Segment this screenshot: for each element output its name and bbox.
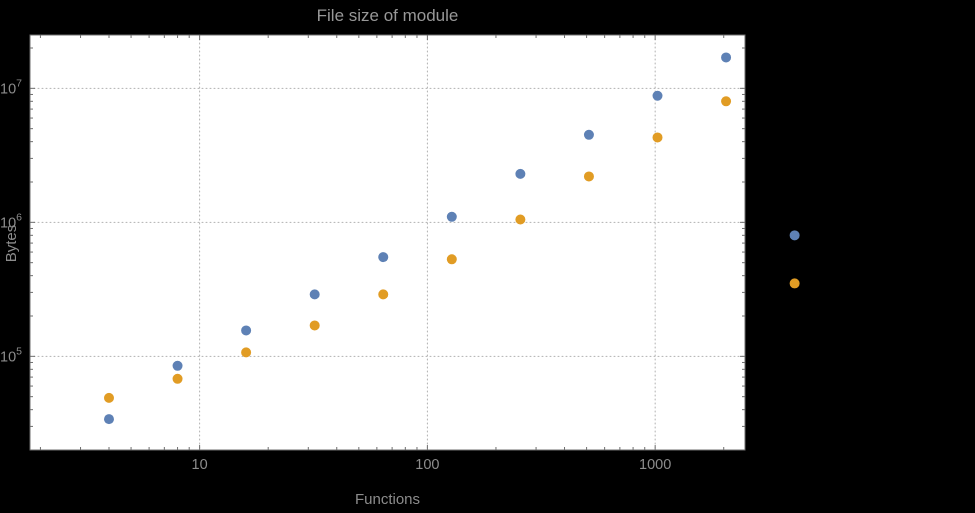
data-point-series-blue [241, 325, 252, 336]
data-point-series-blue [652, 90, 663, 101]
data-point-series-blue [515, 168, 526, 179]
data-point-series-blue [721, 52, 732, 63]
chart-title: File size of module [316, 6, 459, 25]
data-point-series-blue [789, 230, 800, 241]
x-tick-label: 1000 [639, 457, 671, 473]
plot-area [30, 35, 745, 450]
data-point-series-orange [721, 96, 732, 107]
data-point-series-blue [103, 414, 114, 425]
data-point-series-orange [583, 171, 594, 182]
data-point-series-blue [172, 360, 183, 371]
y-tick-label: 105 [0, 345, 22, 365]
data-point-series-orange [241, 347, 252, 358]
data-point-series-orange [172, 373, 183, 384]
data-point-series-orange [309, 320, 320, 331]
x-tick-label: 10 [192, 457, 208, 473]
y-tick-label: 107 [0, 77, 22, 97]
data-point-series-blue [309, 289, 320, 300]
plot-frame [29, 34, 746, 451]
data-point-series-orange [515, 214, 526, 225]
data-point-series-blue [583, 129, 594, 140]
data-point-series-orange [789, 278, 800, 289]
data-point-series-orange [652, 132, 663, 143]
x-tick-label: 100 [415, 457, 439, 473]
data-point-series-blue [378, 252, 389, 263]
data-point-series-orange [446, 254, 457, 265]
y-axis-label: Bytes [3, 224, 20, 263]
data-point-series-blue [446, 211, 457, 222]
y-tick-label: 106 [0, 211, 22, 231]
x-axis-label: Functions [354, 491, 421, 508]
data-point-series-orange [378, 289, 389, 300]
data-point-series-orange [103, 392, 114, 403]
